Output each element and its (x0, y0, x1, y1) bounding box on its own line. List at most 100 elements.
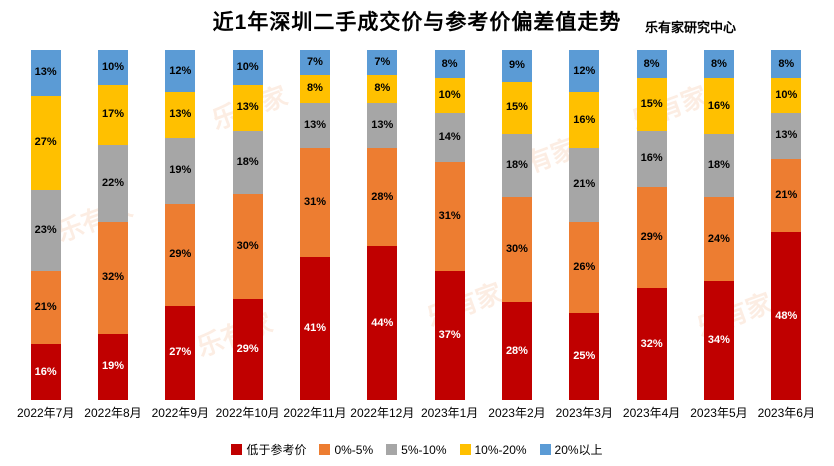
bar-segment: 10% (771, 78, 802, 113)
bar-segment: 29% (636, 186, 667, 288)
bar-segment-label: 15% (505, 101, 528, 114)
bar-segment: 12% (569, 50, 600, 92)
bar-segment-label: 31% (303, 195, 326, 208)
bar-segment-label: 16% (707, 99, 730, 112)
bar-column: 9% 15% 18% 30% 28% (483, 50, 550, 400)
x-axis-label: 2022年10月 (215, 406, 280, 420)
legend-item: 20%以上 (539, 441, 603, 458)
stacked-bar: 12% 16% 21% 26% 25% (569, 50, 600, 400)
bar-segment: 16% (703, 78, 734, 134)
stacked-bar: 7% 8% 13% 28% 44% (367, 50, 398, 400)
bar-segment-label: 7% (374, 55, 391, 68)
bar-segment: 21% (569, 148, 600, 222)
bar-column: 7% 8% 13% 31% 41% (281, 50, 348, 400)
bar-segment: 10% (97, 50, 128, 85)
bar-segment-label: 23% (34, 223, 57, 236)
bar-segment-label: 41% (303, 321, 326, 334)
bar-segment-label: 8% (374, 82, 391, 94)
bar-segment-label: 13% (775, 129, 798, 142)
stacked-bar: 10% 13% 18% 30% 29% (232, 50, 263, 400)
bar-segment-label: 27% (169, 346, 192, 359)
bar-segment: 18% (703, 134, 734, 197)
bar-segment: 18% (232, 130, 263, 194)
bar-segment-label: 18% (236, 155, 259, 168)
bar-segment: 13% (232, 85, 263, 131)
bar-column: 12% 16% 21% 26% 25% (551, 50, 618, 400)
chart-source-credit: 乐有家研究中心 (645, 20, 737, 35)
bar-segment-label: 30% (505, 243, 528, 255)
bar-segment-label: 18% (707, 159, 730, 171)
bar-segment: 25% (569, 312, 600, 400)
legend-swatch (319, 444, 331, 455)
bar-segment: 34% (703, 281, 734, 400)
bar-segment: 8% (299, 74, 330, 103)
bar-segment-label: 37% (438, 328, 461, 341)
bar-segment: 8% (367, 74, 398, 103)
bar-segment: 9% (501, 50, 532, 82)
bar-segment-label: 8% (710, 57, 727, 70)
bar-segment-label: 16% (573, 113, 596, 126)
x-axis-label: 2023年5月 (690, 406, 748, 420)
bar-segment: 41% (299, 256, 330, 400)
bar-column: 8% 10% 14% 31% 37% (416, 50, 483, 400)
bar-segment-label: 16% (640, 152, 663, 164)
bar-segment-label: 21% (34, 300, 57, 313)
bar-segment-label: 13% (169, 108, 192, 121)
bar-segment-label: 27% (34, 136, 57, 149)
bar-segment-label: 29% (236, 342, 259, 355)
bar-segment-label: 8% (778, 57, 795, 70)
bar-column: 10% 13% 18% 30% 29% (214, 50, 281, 400)
bar-segment: 19% (165, 137, 196, 204)
bar-segment: 22% (97, 144, 128, 222)
bar-segment: 17% (97, 85, 128, 145)
bar-segment-label: 16% (34, 365, 57, 378)
chart-title: 近1年深圳二手成交价与参考价偏差值走势 (212, 11, 622, 34)
legend-label: 0%-5% (334, 442, 374, 457)
bar-segment: 7% (367, 50, 398, 75)
bar-segment: 8% (771, 50, 802, 78)
bar-segment-label: 21% (775, 188, 798, 201)
bar-segment-label: 10% (438, 89, 461, 101)
bar-segment: 8% (636, 50, 667, 78)
stacked-bar: 8% 15% 16% 29% 32% (636, 50, 667, 400)
bar-segment: 7% (299, 50, 330, 75)
bar-segment: 12% (165, 50, 196, 92)
bar-segment: 23% (30, 190, 61, 271)
legend-swatch (539, 444, 551, 455)
stacked-bar: 8% 10% 13% 21% 48% (771, 50, 802, 400)
bar-segment-label: 22% (101, 176, 124, 189)
bar-segment: 21% (30, 270, 61, 344)
bar-segment-label: 8% (307, 82, 323, 94)
stacked-bar: 13% 27% 23% 21% 16% (30, 50, 61, 400)
bar-segment: 13% (367, 102, 398, 148)
bar-segment: 13% (30, 50, 61, 96)
x-axis-label: 2023年6月 (757, 406, 815, 420)
bar-segment: 31% (299, 148, 330, 257)
stacked-bar: 10% 17% 22% 32% 19% (97, 50, 128, 400)
legend-label: 低于参考价 (246, 443, 307, 457)
bar-column: 13% 27% 23% 21% 16% (12, 50, 79, 400)
bar-segment-label: 10% (101, 61, 124, 73)
legend-label: 5%-10% (401, 442, 447, 457)
bar-column: 8% 15% 16% 29% 32% (618, 50, 685, 400)
bar-segment: 48% (771, 232, 802, 400)
bar-segment: 8% (703, 50, 734, 78)
x-axis-label: 2022年9月 (151, 406, 209, 420)
bar-segment: 28% (501, 302, 532, 400)
x-axis-label: 2023年4月 (622, 406, 681, 420)
bar-segment: 30% (232, 193, 263, 299)
bar-segment: 16% (569, 92, 600, 148)
stacked-bar: 12% 13% 19% 29% 27% (165, 50, 196, 400)
bar-segment-label: 14% (438, 131, 461, 143)
bar-segment: 19% (97, 333, 128, 400)
legend-swatch (386, 444, 398, 455)
bar-column: 12% 13% 19% 29% 27% (147, 50, 214, 400)
bar-segment-label: 28% (505, 344, 528, 357)
bar-segment: 32% (636, 288, 667, 400)
bar-segment-label: 21% (573, 178, 596, 191)
bar-segment-label: 12% (573, 64, 596, 77)
bar-segment: 29% (232, 298, 263, 400)
bar-segment-label: 29% (169, 248, 192, 261)
bar-segment: 10% (232, 50, 263, 85)
